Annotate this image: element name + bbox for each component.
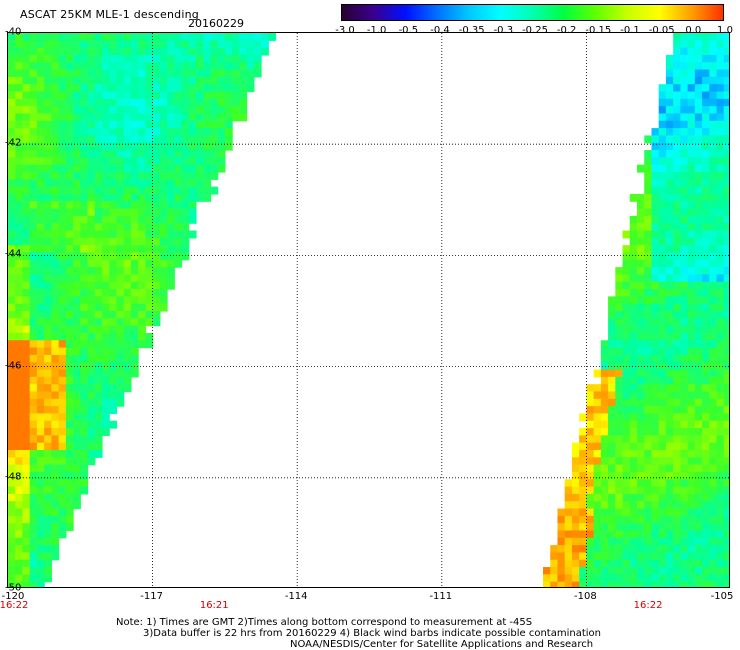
latitude-label: -50 [5, 582, 22, 594]
colorbar-tick-label: 1.0 [717, 25, 733, 36]
time-label: 16:22 [633, 600, 663, 611]
colorbar-tick-label: -0.1 [620, 25, 640, 36]
note-line-1: Note: 1) Times are GMT 2)Times along bot… [116, 617, 533, 628]
map-title: ASCAT 25KM MLE-1 descending [20, 8, 199, 21]
time-label: 16:21 [199, 600, 229, 611]
colorbar-tick-label: -0.2 [556, 25, 577, 36]
swath-cells [8, 33, 729, 587]
longitude-label: -114 [284, 591, 308, 602]
longitude-label: -120 [1, 591, 25, 602]
latitude-label: -48 [5, 471, 22, 483]
colorbar-tick-label: -0.5 [398, 25, 419, 36]
colorbar [341, 4, 724, 21]
colorbar-tick-label: -3.0 [335, 25, 355, 36]
colorbar-tick-label: -0.15 [585, 25, 612, 36]
longitude-label: -117 [140, 591, 163, 602]
colorbar-tick-label: -0.05 [648, 25, 675, 36]
latitude-label: -42 [5, 137, 22, 149]
note-line-3: NOAA/NESDIS/Center for Satellite Applica… [290, 639, 594, 650]
time-label: 16:22 [0, 600, 29, 611]
colorbar-tick-label: -0.35 [458, 25, 485, 36]
map-date: 20160229 [188, 17, 244, 30]
longitude-label: -105 [710, 591, 734, 602]
latitude-label: -46 [5, 360, 22, 372]
colorbar-tick-label: -0.25 [522, 25, 548, 36]
swath-map-plot [8, 33, 729, 587]
colorbar-labels: -3.0 -1.0 -0.5 -0.4 -0.35 -0.3 -0.25 -0.2 -0.15-… [330, 25, 740, 39]
swath-map [7, 32, 730, 588]
note-line-2: 3)Data buffer is 22 hrs from 20160229 4)… [143, 628, 601, 639]
latitude-label: -44 [5, 248, 22, 260]
latitude-label: -40 [5, 26, 22, 38]
colorbar-tick-label: -0.3 [493, 25, 514, 36]
longitude-label: -108 [574, 591, 597, 602]
map-gridlines [8, 33, 729, 587]
longitude-label: -111 [429, 591, 453, 602]
colorbar-tick-label: -0.4 [430, 25, 450, 36]
colorbar-tick-label: 0.0 [685, 25, 702, 36]
colorbar-tick-label: -1.0 [366, 25, 387, 36]
